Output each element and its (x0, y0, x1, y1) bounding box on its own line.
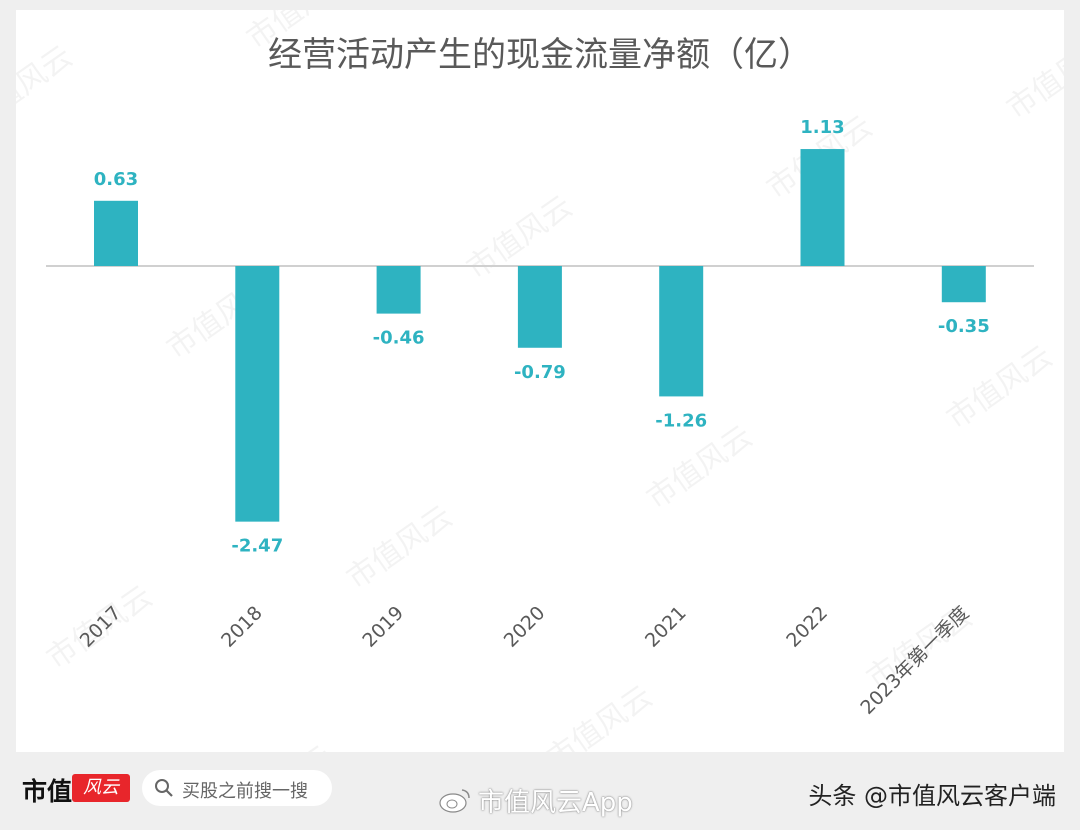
data-label-2022: 1.13 (800, 117, 844, 138)
watermark-text: 市值风云 (641, 419, 759, 516)
bar-2017 (94, 200, 138, 266)
footer-bar: 市值 风云 买股之前搜一搜 市值风云App 头条 @市值风云客户端 (0, 752, 1080, 830)
app-watermark: 市值风云App (478, 788, 633, 818)
brand-logo-badge: 风云 (72, 774, 130, 802)
x-tick-label-2021: 2021 (641, 602, 691, 652)
bar-2021 (659, 266, 704, 397)
bar-2020 (517, 266, 562, 348)
watermark-text: 市值风云 (541, 679, 659, 752)
data-label-2019: -0.46 (373, 328, 425, 349)
data-label-2017: 0.63 (94, 169, 138, 190)
bar-chart: 市值风云市值风云市值风云市值风云市值风云市值风云市值风云市值风云市值风云市值风云… (16, 10, 1064, 752)
watermark-text: 市值风云 (1001, 29, 1064, 126)
chart-title: 经营活动产生的现金流量净额（亿） (268, 35, 812, 75)
x-tick-label-2018: 2018 (217, 602, 267, 652)
data-label-2020: -0.79 (514, 362, 566, 383)
watermark-text: 市值风云 (16, 39, 79, 136)
watermark-text: 市值风云 (221, 739, 339, 752)
chart-card: 市值风云市值风云市值风云市值风云市值风云市值风云市值风云市值风云市值风云市值风云… (16, 10, 1064, 752)
x-tick-label-2019: 2019 (358, 602, 408, 652)
data-label-2018: -2.47 (231, 536, 283, 557)
data-label-2021: -1.26 (655, 410, 707, 431)
data-labels-layer: 0.63 -2.47 -0.46 -0.79 -1.26 1.13 -0.35 (94, 117, 990, 557)
data-label-2023年第一季度: -0.35 (938, 316, 990, 337)
search-box[interactable]: 买股之前搜一搜 (142, 770, 332, 806)
source-credit: 头条 @市值风云客户端 (808, 782, 1056, 810)
tick-labels-layer: 2017 2018 2019 2020 2021 2022 2023年第一季度 (76, 602, 974, 719)
bar-2022 (800, 149, 845, 266)
bar-2023年第一季度 (941, 266, 986, 303)
brand-logo-text: 市值 (22, 777, 73, 806)
x-tick-label-2020: 2020 (500, 602, 550, 652)
search-placeholder: 买股之前搜一搜 (182, 781, 308, 802)
search-icon (155, 779, 173, 797)
x-tick-label-2022: 2022 (782, 602, 832, 652)
bars-layer (94, 149, 986, 522)
watermark-text: 市值风云 (941, 339, 1059, 436)
watermark-text: 市值风云 (341, 499, 459, 596)
bar-2019 (376, 266, 421, 314)
weibo-icon (439, 789, 470, 813)
bar-2018 (235, 266, 280, 522)
